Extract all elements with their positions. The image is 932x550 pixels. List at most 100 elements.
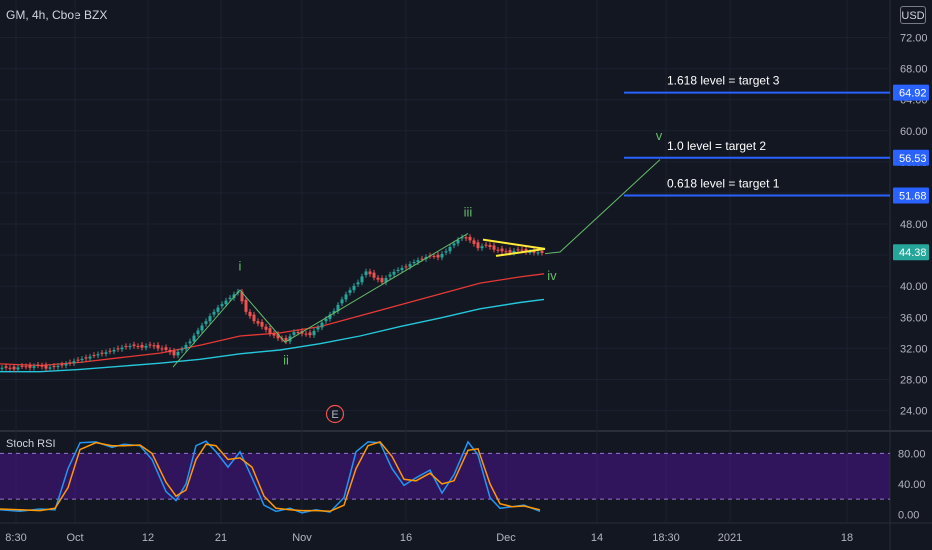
candle-body [480, 246, 484, 249]
price-tick-label: 60.00 [900, 126, 928, 138]
time-tick-label: 8:30 [5, 532, 26, 544]
candle-body [88, 356, 92, 359]
candle-body [500, 248, 504, 252]
candle-body [232, 294, 236, 298]
target-annotation: 0.618 level = target 1 [667, 176, 780, 190]
wave-label: iv [547, 268, 557, 283]
stoch-band [0, 453, 890, 500]
candle-body [240, 291, 244, 302]
candle-body [48, 367, 52, 369]
candle-body [188, 341, 192, 344]
candle-body [484, 244, 488, 246]
candle-body [416, 260, 420, 263]
candle-body [60, 364, 64, 366]
candle-body [452, 243, 456, 246]
candle-body [196, 330, 200, 335]
candle-body [80, 358, 84, 361]
candle-body [140, 344, 144, 348]
candle-body [164, 347, 168, 350]
candle-body [264, 326, 268, 330]
candle-body [200, 325, 204, 331]
candle-body [208, 316, 212, 322]
elliott-wave-line [544, 159, 661, 255]
earnings-marker [325, 404, 345, 424]
candle-body [220, 304, 224, 307]
time-tick-label: 18 [841, 532, 853, 544]
target-annotation: 1.0 level = target 2 [667, 139, 766, 153]
candle-body [0, 367, 4, 369]
candle-body [160, 348, 164, 350]
candle-body [312, 330, 316, 336]
candle-body [172, 350, 176, 356]
candle-body [44, 365, 48, 369]
candle-body [8, 367, 12, 369]
candle-body [28, 365, 32, 368]
stoch-tick-label: 40.00 [898, 479, 926, 491]
price-tick-label: 32.00 [900, 343, 928, 355]
candle-body [420, 258, 424, 260]
candle-body [360, 276, 364, 283]
candle-body [224, 300, 228, 305]
candle-body [472, 240, 476, 244]
target-price-box [893, 187, 929, 204]
candle-body [4, 366, 8, 368]
candle-body [436, 254, 440, 258]
target-price-box [893, 149, 929, 166]
target-price-label: 56.53 [899, 153, 927, 165]
candle-body [516, 249, 520, 251]
candle-body [20, 365, 24, 367]
candle-body [276, 334, 280, 339]
candle-body [396, 269, 400, 271]
candle-body [56, 365, 60, 368]
price-tick-label: 36.00 [900, 312, 928, 324]
stoch-d-line [0, 441, 541, 513]
candle-body [168, 349, 172, 353]
candle-body [304, 333, 308, 335]
ma-fast-line [0, 273, 545, 367]
candle-body [328, 314, 332, 319]
candle-body [92, 355, 96, 357]
candle-body [540, 250, 544, 253]
target-price-label: 64.92 [899, 88, 927, 100]
candle-body [380, 278, 384, 283]
candle-body [68, 362, 72, 364]
candle-body [100, 352, 104, 354]
candle-body [244, 299, 248, 312]
candle-body [384, 278, 388, 283]
candle-body [152, 345, 156, 347]
candle-body [352, 285, 356, 291]
candle-body [388, 274, 392, 277]
candle-body [144, 346, 148, 348]
candle-body [440, 253, 444, 258]
candle-body [400, 267, 404, 270]
candle-body [512, 250, 516, 253]
candle-body [432, 255, 436, 257]
elliott-wave-line [172, 232, 469, 368]
last-price-box [893, 244, 929, 261]
time-tick-label: Dec [496, 532, 516, 544]
candle-body [260, 321, 264, 327]
candle-body [536, 252, 540, 254]
candle-body [528, 252, 532, 254]
candle-body [128, 346, 132, 348]
candle-body [252, 314, 256, 322]
target-annotation: 1.618 level = target 3 [667, 74, 780, 88]
time-tick-label: Oct [66, 532, 83, 544]
candle-body [372, 272, 376, 278]
candle-body [320, 322, 324, 328]
candle-body [336, 304, 340, 312]
candle-body [120, 347, 124, 350]
currency-button[interactable]: USD [900, 6, 926, 24]
candle-body [216, 307, 220, 312]
candle-body [40, 365, 44, 367]
candle-body [148, 344, 152, 346]
candle-body [16, 367, 20, 370]
candle-body [272, 333, 276, 336]
candle-body [132, 344, 136, 347]
candle-body [492, 245, 496, 250]
candle-body [364, 271, 368, 275]
candle-body [508, 250, 512, 253]
candle-body [488, 245, 492, 247]
candle-body [332, 311, 336, 314]
